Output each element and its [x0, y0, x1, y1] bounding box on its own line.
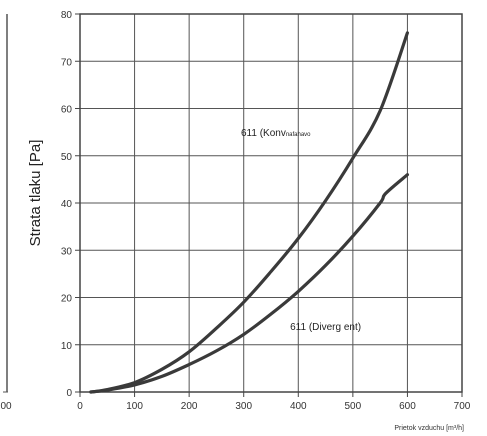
grid [75, 13, 463, 397]
y-axis-label: Strata tlaku [Pa] [27, 140, 44, 247]
y-tick-label: 60 [61, 105, 73, 116]
series-line-2 [89, 173, 409, 394]
y-tick-label: 80 [61, 10, 73, 21]
annotation-konfuzor: 611 (Konvnafahavo [241, 128, 311, 139]
y-tick-label: 10 [61, 341, 73, 352]
plot-frame [79, 13, 463, 393]
y-tick-label: 30 [61, 246, 73, 257]
y-tick-label: 0 [66, 388, 72, 399]
x-tick-label: 500 [345, 401, 362, 412]
y-tick-label: 50 [61, 152, 73, 163]
x-tick-labels: 0 100 200 300 400 500 600 700 [77, 401, 471, 412]
series-lines [89, 31, 409, 394]
x-tick-label: 600 [399, 401, 416, 412]
x-tick-label: 300 [235, 401, 252, 412]
y-tick-labels: 0 10 20 30 40 50 60 70 80 [61, 10, 73, 399]
x-axis-label: Prietok vzduchu [m³/h] [394, 425, 464, 432]
y-tick-label: 20 [61, 294, 73, 305]
x-tick-label: 200 [181, 401, 198, 412]
x-tick-label: 700 [454, 401, 471, 412]
annotation-konfuzor-small: nafahavo [286, 132, 311, 138]
series-line-1 [89, 31, 409, 394]
x-tick-label: 100 [126, 401, 143, 412]
left-panel-tick-label: 00 [0, 401, 12, 412]
x-tick-label: 400 [290, 401, 307, 412]
annotation-divergent: 611 (Diverg ent) [290, 322, 361, 333]
y-tick-label: 70 [61, 57, 73, 68]
annotation-konfuzor-main: 611 (Konv [241, 128, 286, 139]
x-tick-label: 0 [77, 401, 83, 412]
y-tick-label: 40 [61, 199, 73, 210]
